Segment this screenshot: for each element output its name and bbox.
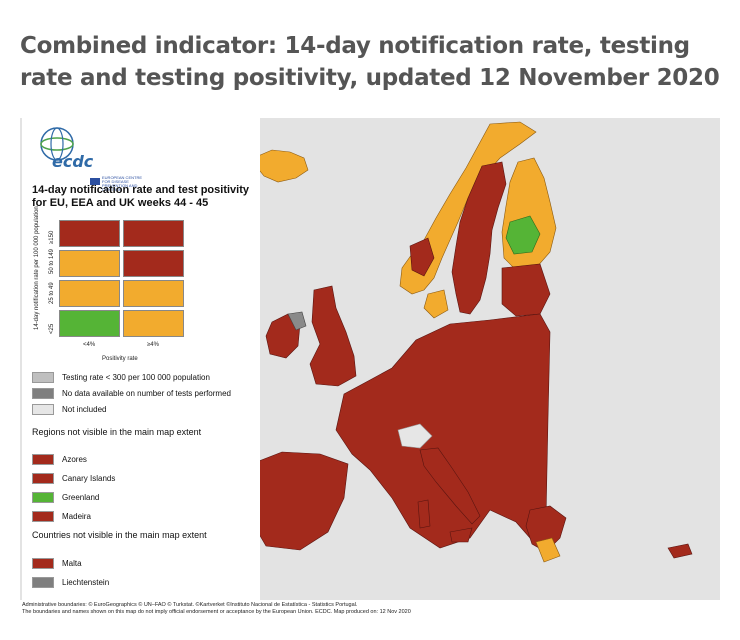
legend-label: Canary Islands [62,474,116,483]
legend-swatch [32,372,54,383]
baltics [501,263,551,317]
footer-line-1: Administrative boundaries: © EuroGeograp… [22,602,358,608]
legend-swatch [32,577,54,588]
matrix-cell [59,220,120,247]
legend-label: Madeira [62,512,91,521]
legend-y-axis-title: 14-day notification rate per 100 000 pop… [34,206,40,330]
norway [399,121,537,295]
legend-swatch [32,558,54,569]
matrix-cell [123,250,184,277]
globe-icon [40,127,74,161]
legend-swatch [32,511,54,522]
eu-flag-icon [90,178,100,185]
legend-label: Not included [62,405,107,414]
logo-text: ecdc [52,152,94,171]
sicily [449,527,473,543]
legend-x-axis-title: Positivity rate [102,356,138,362]
legend-label: Greenland [62,493,100,502]
denmark [423,289,449,319]
finland [501,157,557,271]
finland-green-region [505,215,541,255]
northern-ireland-grey [287,311,307,331]
page-headline: Combined indicator: 14-day notification … [20,33,720,91]
matrix-x-label: <4% [83,342,96,348]
matrix-cell [59,250,120,277]
logo-subtitle: EUROPEAN CENTRE FOR DISEASE PREVENTION A… [102,175,143,192]
map-canvas [243,121,693,563]
matrix-cell [123,220,184,247]
regions-heading: Regions not visible in the main map exte… [32,427,202,437]
sweden [451,161,507,315]
legend-label: No data available on number of tests per… [62,389,231,398]
ecdc-logo: ecdc EUROPEAN CENTRE FOR DISEASE PREVENT… [30,122,142,192]
norway-south [409,237,435,277]
legend-swatch [32,388,54,399]
matrix-y-label: 50 to 149 [49,248,55,274]
matrix-y-label: ≥150 [49,230,55,244]
countries-heading: Countries not visible in the main map ex… [32,530,207,540]
sardinia [417,499,431,529]
map-footer: Administrative boundaries: © EuroGeograp… [22,602,722,616]
legend-label: Liechtenstein [62,578,110,587]
continental-europe [335,313,551,549]
matrix-cell [59,310,120,337]
matrix-y-label: 25 to 49 [49,282,55,304]
legend-swatch [32,492,54,503]
legend-label: Testing rate < 300 per 100 000 populatio… [62,373,210,382]
iceland [255,149,309,183]
greece-orange-islands [535,537,561,563]
legend-swatch [32,454,54,465]
italy [419,447,481,525]
matrix-cell [123,280,184,307]
legend-label: Azores [62,455,87,464]
legend-swatch [32,473,54,484]
legend-title: 14-day notification rate and test positi… [32,184,249,209]
switzerland [397,423,433,449]
legend-swatch [32,404,54,415]
matrix-cell [123,310,184,337]
cyprus [667,543,693,559]
united-kingdom [309,285,357,387]
matrix-x-label: ≥4% [147,342,159,348]
legend-label: Malta [62,559,82,568]
matrix-y-label: <25 [49,323,55,334]
footer-line-2: The boundaries and names shown on this m… [22,609,411,615]
legend-panel: ecdc EUROPEAN CENTRE FOR DISEASE PREVENT… [22,118,260,600]
matrix-cell [59,280,120,307]
